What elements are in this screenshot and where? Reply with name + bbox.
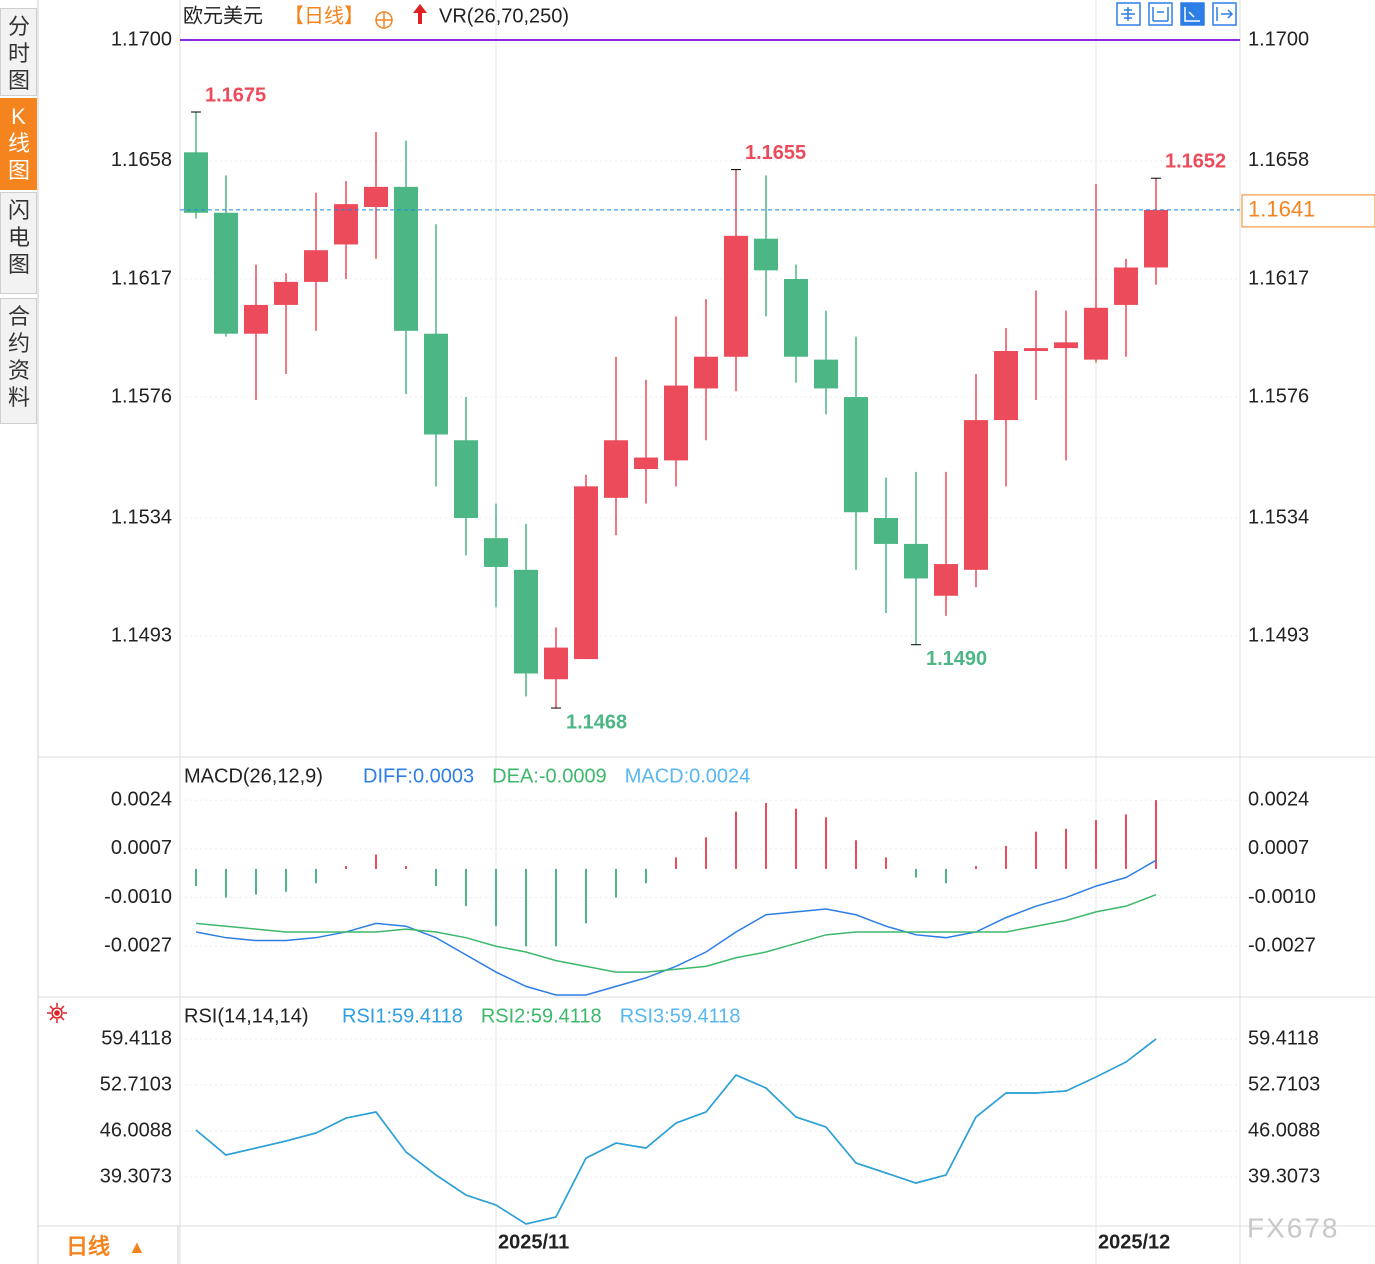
legend-entry: DEA:-0.0009 xyxy=(492,765,607,787)
y-tick-label: 59.4118 xyxy=(101,1027,172,1049)
candle-body xyxy=(664,385,688,461)
y-tick-label: 1.1534 xyxy=(111,506,172,528)
y-tick-label-right: 1.1700 xyxy=(1248,28,1309,50)
sidebar-tab[interactable]: 闪电图 xyxy=(0,192,37,294)
legend-entry: RSI2:59.4118 xyxy=(481,1005,602,1027)
candle-body xyxy=(844,397,868,513)
y-tick-label: -0.0010 xyxy=(104,886,172,908)
last-price-box xyxy=(1241,194,1375,228)
period-tab[interactable]: 日线 xyxy=(66,1234,110,1259)
y-tick-label: 0.0007 xyxy=(111,837,172,859)
sidebar-tab[interactable]: K线图 xyxy=(0,98,37,190)
candle-body xyxy=(274,281,298,305)
candle-body xyxy=(304,250,328,282)
candle-body xyxy=(724,235,748,357)
y-tick-label-right: 0.0024 xyxy=(1248,788,1309,810)
candle-body xyxy=(244,304,268,334)
candle-body xyxy=(484,538,508,567)
y-tick-label: 0.0024 xyxy=(111,788,172,810)
candle-body xyxy=(1084,307,1108,360)
y-tick-label: 1.1617 xyxy=(111,267,172,289)
high-label: 1.1675 xyxy=(205,84,266,106)
candle-body xyxy=(874,518,898,544)
panel-title: MACD(26,12,9) xyxy=(184,765,323,787)
candle-body xyxy=(454,440,478,518)
candle-body xyxy=(1114,267,1138,305)
candle-body xyxy=(334,204,358,245)
candle-body xyxy=(604,440,628,498)
candle-body xyxy=(394,186,418,331)
candle-body xyxy=(1144,209,1168,268)
panel-title: RSI(14,14,14) xyxy=(184,1005,309,1027)
y-tick-label-right: 39.3073 xyxy=(1248,1165,1320,1187)
y-tick-label-right: 1.1617 xyxy=(1248,267,1309,289)
macd-line xyxy=(195,859,1157,996)
y-tick-label-right: 0.0007 xyxy=(1248,837,1309,859)
candle-body xyxy=(1054,342,1078,349)
last-price-label: 1.1641 xyxy=(1248,197,1315,222)
rsi-settings-icon[interactable] xyxy=(47,1003,67,1023)
instrument-title: 欧元美元 xyxy=(183,4,263,27)
y-tick-label-right: 1.1534 xyxy=(1248,506,1309,528)
candle-body xyxy=(904,543,928,579)
y-tick-label: 46.0088 xyxy=(100,1119,172,1141)
rsi-line xyxy=(195,1038,1157,1225)
y-tick-label-right: -0.0010 xyxy=(1248,886,1316,908)
legend-entry: RSI3:59.4118 xyxy=(620,1005,741,1027)
y-tick-label: -0.0027 xyxy=(104,935,172,957)
candle-body xyxy=(364,186,388,208)
y-tick-label: 52.7103 xyxy=(100,1073,172,1095)
period-label: 【日线】 xyxy=(284,4,364,27)
x-tick-label: 2025/12 xyxy=(1098,1231,1170,1253)
legend-entry: MACD:0.0024 xyxy=(625,765,751,787)
y-tick-label: 1.1493 xyxy=(111,624,172,646)
rsi-line xyxy=(195,1038,1157,1225)
toolbar[interactable] xyxy=(1116,2,1237,26)
y-tick-label: 1.1700 xyxy=(111,28,172,50)
sidebar-tab[interactable]: 合约资料 xyxy=(0,298,37,424)
y-tick-label-right: 59.4118 xyxy=(1248,1027,1319,1049)
candle-body xyxy=(934,564,958,596)
candle-body xyxy=(994,350,1018,421)
candle-body xyxy=(784,279,808,357)
y-tick-label-right: 46.0088 xyxy=(1248,1119,1320,1141)
high-label: 1.1655 xyxy=(745,142,806,164)
y-tick-label-right: -0.0027 xyxy=(1248,935,1316,957)
period-tab-arrow[interactable]: ▲ xyxy=(128,1237,146,1257)
candle-body xyxy=(634,457,658,470)
candle-body xyxy=(754,238,778,271)
legend-entry: DIFF:0.0003 xyxy=(363,765,474,787)
high-label: 1.1652 xyxy=(1165,150,1226,172)
indicator-arrow[interactable] xyxy=(413,4,427,24)
candle-body xyxy=(1024,348,1048,351)
candle-body xyxy=(424,333,448,435)
sidebar-tab[interactable]: 分时图 xyxy=(0,8,37,96)
candle-body xyxy=(514,569,538,674)
candle-body xyxy=(964,420,988,570)
y-tick-label-right: 1.1493 xyxy=(1248,624,1309,646)
y-tick-label: 1.1576 xyxy=(111,385,172,407)
low-label: 1.1468 xyxy=(566,711,627,733)
add-icon[interactable] xyxy=(375,11,393,29)
y-tick-label: 39.3073 xyxy=(100,1165,172,1187)
candle-body xyxy=(814,359,838,389)
candle-body xyxy=(184,152,208,213)
y-tick-label-right: 1.1576 xyxy=(1248,385,1309,407)
indicator-label: VR(26,70,250) xyxy=(439,5,569,27)
candle-body xyxy=(544,647,568,680)
rsi-line xyxy=(195,1038,1157,1225)
candle-body xyxy=(574,486,598,660)
y-tick-label-right: 52.7103 xyxy=(1248,1073,1320,1095)
macd-line xyxy=(195,893,1157,973)
candle-body xyxy=(694,356,718,389)
y-tick-label-right: 1.1658 xyxy=(1248,149,1309,171)
candle-body xyxy=(214,212,238,334)
x-tick-label: 2025/11 xyxy=(498,1231,569,1253)
low-label: 1.1490 xyxy=(926,648,987,670)
y-tick-label: 1.1658 xyxy=(111,149,172,171)
watermark: FX678 xyxy=(1247,1212,1340,1243)
legend-entry: RSI1:59.4118 xyxy=(342,1005,463,1027)
